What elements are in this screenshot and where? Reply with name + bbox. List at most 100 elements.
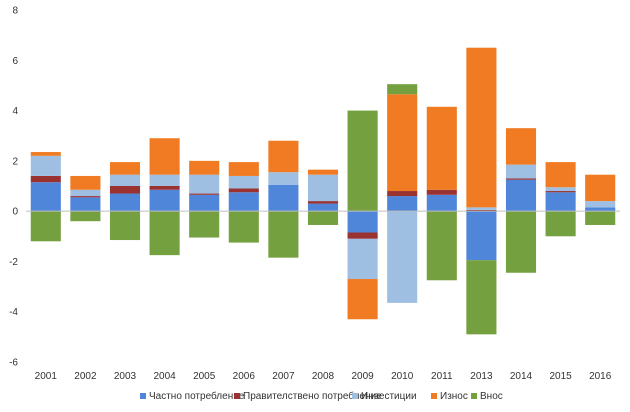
bar-2001-series-2 [30,155,61,176]
bar-2015-series-0 [545,192,576,212]
bar-2002-series-3 [70,175,101,190]
bar-2006-series-0 [228,192,259,212]
bar-2011-series-3 [426,106,457,190]
bar-2002-series-1 [70,196,101,198]
bar-2004-series-4 [149,211,180,256]
bar-2009-series-4 [347,110,378,212]
bar-2016-series-2 [585,201,616,208]
x-tick-label: 2008 [312,371,335,382]
bar-2002-series-0 [70,197,101,212]
legend-label: Правителствено потребление [243,390,382,402]
legend-swatch [352,393,358,399]
bar-2004-series-0 [149,189,180,212]
y-tick-label: 4 [12,106,18,117]
legend-label: Инвестиции [361,391,417,402]
bar-2008-series-4 [307,211,339,225]
bar-2010-series-1 [387,191,418,197]
y-tick-label: -2 [9,257,18,268]
bar-2009-series-2 [347,238,378,280]
y-tick-label: 8 [12,6,18,17]
bar-2009-series-1 [347,232,378,239]
x-tick-label: 2016 [589,371,612,382]
bar-2007-series-0 [268,184,299,212]
bar-2005-series-2 [189,174,220,194]
bar-2013-series-2 [466,207,497,210]
bar-2013-series-1 [466,209,497,212]
bar-2013-series-0 [466,211,497,261]
bar-2003-series-0 [109,193,141,212]
bar-2016-series-4 [585,211,616,225]
y-tick-label: -4 [9,307,18,318]
bar-2006-series-2 [228,175,259,189]
legend-item: Частно потребление [140,390,245,402]
x-tick-label: 2006 [233,371,256,382]
bar-2003-series-3 [109,162,141,175]
x-tick-label: 2001 [35,371,58,382]
bar-2014-series-2 [505,164,537,179]
x-tick-label: 2009 [351,371,374,382]
bar-2008-series-0 [307,203,339,212]
x-tick-label: 2014 [510,371,533,382]
y-axis: -6 -4 -2 0 2 4 6 8 [9,6,18,369]
legend-swatch [471,393,477,399]
x-tick-label: 2007 [272,371,295,382]
bar-2010-series-4 [387,84,418,95]
bar-2010-series-3 [387,94,418,192]
y-tick-label: 2 [12,156,18,167]
bar-2001-series-3 [30,152,61,156]
bar-2009-series-3 [347,279,378,320]
x-tick-label: 2013 [470,371,493,382]
bar-2014-series-0 [505,179,537,212]
bar-2016-series-0 [585,207,616,212]
bar-2002-series-2 [70,189,101,197]
legend-label: Внос [480,391,503,402]
bar-2015-series-3 [545,162,576,188]
x-tick-label: 2003 [114,371,137,382]
bar-2011-series-0 [426,194,457,212]
bar-2001-series-0 [30,182,61,212]
bar-2005-series-1 [189,193,220,195]
bar-2008-series-3 [307,169,339,175]
bar-2001-series-1 [30,175,61,183]
bars-layer [30,47,616,335]
bar-2005-series-0 [189,194,220,212]
bar-2003-series-2 [109,174,141,186]
bar-2014-series-3 [505,128,537,165]
x-tick-label: 2011 [431,371,453,382]
x-tick-label: 2010 [391,371,414,382]
bar-2011-series-4 [426,211,457,281]
bar-2005-series-3 [189,160,220,175]
bar-2003-series-1 [109,186,141,194]
legend-swatch [431,393,437,399]
bar-2006-series-3 [228,162,259,176]
legend-item: Инвестиции [352,391,417,402]
legend-item: Правителствено потребление [234,390,382,402]
bar-2009-series-0 [347,211,378,233]
bar-2013-series-4 [466,260,497,335]
bar-2008-series-2 [307,174,339,202]
bar-2007-series-3 [268,140,299,173]
y-tick-label: 6 [12,56,18,67]
x-tick-label: 2004 [153,371,176,382]
bar-2010-series-2 [387,211,418,303]
bar-2001-series-4 [30,211,61,242]
bar-2004-series-2 [149,174,180,186]
legend-item: Износ [431,391,468,402]
bar-2004-series-3 [149,138,180,175]
bar-2004-series-1 [149,186,180,190]
bar-2002-series-4 [70,211,101,222]
bar-2011-series-1 [426,189,457,195]
y-tick-label: 0 [12,207,18,218]
bar-2014-series-4 [505,211,537,273]
bar-2015-series-4 [545,211,576,237]
bar-2006-series-4 [228,211,259,243]
legend-label: Частно потребление [149,390,245,402]
bar-2007-series-2 [268,172,299,185]
bar-2005-series-4 [189,211,220,238]
bar-2013-series-3 [466,47,497,208]
legend-item: Внос [471,391,503,402]
legend-swatch [140,393,146,399]
bar-2016-series-3 [585,174,616,202]
